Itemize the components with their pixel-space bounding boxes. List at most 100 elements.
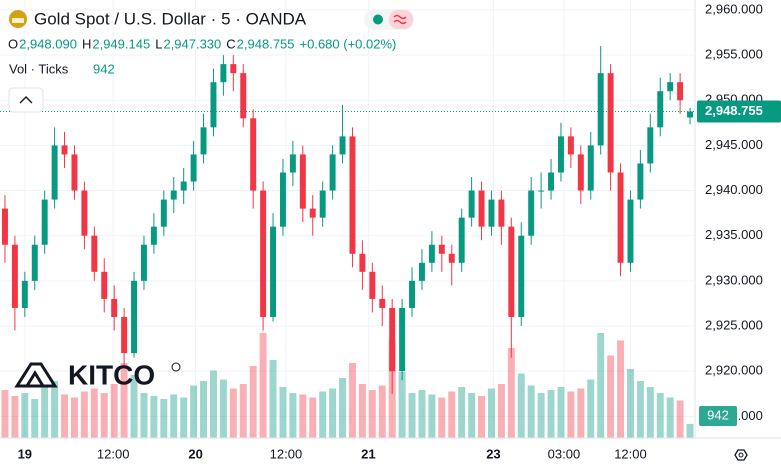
symbol-icon-bar	[12, 18, 24, 23]
volume-bar	[130, 375, 138, 438]
volume-bar	[547, 390, 555, 438]
candle-body	[498, 199, 505, 227]
volume-bar	[617, 340, 625, 438]
volume-bar	[656, 393, 664, 438]
volume-bar	[358, 384, 366, 438]
settings-dot	[738, 452, 744, 458]
candle-body	[418, 262, 425, 281]
candle-body	[180, 181, 187, 191]
volume-bar	[497, 384, 505, 438]
candle-body	[359, 253, 366, 272]
candle-body	[81, 190, 88, 236]
volume-tag	[699, 406, 737, 426]
candle-body	[71, 154, 78, 191]
y-tick-label: 2,935.000	[705, 227, 763, 242]
candle-body	[160, 199, 167, 227]
candle-body	[270, 226, 277, 317]
volume-bar	[239, 384, 247, 438]
candle-body	[508, 226, 515, 317]
candle-body	[528, 190, 535, 236]
x-tick-label: 19	[18, 446, 32, 461]
axes: 2,915.0002,920.0002,925.0002,930.0002,93…	[18, 1, 781, 461]
candle-body	[478, 190, 485, 227]
candle-body	[488, 199, 495, 227]
candle-body	[131, 280, 138, 354]
volume-bar	[90, 388, 98, 438]
volume-bar	[200, 381, 208, 438]
wave-icon	[393, 14, 407, 25]
candle-body	[260, 190, 267, 317]
candle-body	[51, 145, 58, 200]
candle-body	[677, 82, 684, 101]
volume-bar	[378, 385, 386, 438]
volume-bar	[666, 397, 674, 438]
ohlc-letter: C	[226, 36, 235, 51]
candle-body	[250, 118, 257, 191]
volume-bar	[51, 381, 59, 438]
y-tick-label: 2,930.000	[705, 272, 763, 287]
candle-body	[170, 190, 177, 200]
candle-body	[299, 154, 306, 209]
y-tick-label: 2,925.000	[705, 317, 763, 332]
volume-bar	[190, 385, 198, 438]
volume-bar	[1, 390, 9, 438]
ohlc-header: O 2,948.090 H 2,949.145 L 2,947.330 C 2,948.755…	[8, 36, 396, 51]
volume-bar	[41, 387, 49, 438]
volume-bar	[279, 387, 287, 438]
candle-body	[379, 298, 386, 308]
candle-body	[220, 64, 227, 83]
ohlc-letter: O	[8, 36, 18, 51]
candle-body	[468, 190, 475, 218]
candle-body	[349, 136, 356, 254]
candle-body	[31, 244, 38, 281]
change: +0.680 (+0.02%)	[300, 36, 397, 51]
volume-bar	[438, 397, 446, 438]
collapse-button[interactable]	[8, 87, 44, 113]
x-tick-label: 12:00	[97, 446, 130, 461]
volume-bar	[309, 397, 317, 438]
candle-body	[567, 136, 574, 155]
status-wave[interactable]	[389, 10, 413, 29]
candle-body	[190, 154, 197, 182]
candle-body	[230, 64, 237, 74]
volume-bar	[70, 397, 78, 438]
volume-bar	[398, 372, 406, 438]
volume-bar	[160, 399, 168, 438]
candle-body	[240, 73, 247, 119]
x-tick-label: 12:00	[270, 446, 303, 461]
candle-body	[647, 127, 654, 164]
volume-bar	[418, 390, 426, 438]
candle-body	[518, 235, 525, 317]
plot-layer	[0, 46, 695, 394]
candle-body	[91, 235, 98, 272]
ohlc-value: 2,948.090	[19, 36, 77, 51]
candle-body	[428, 244, 435, 263]
settings-icon[interactable]	[734, 449, 748, 461]
volume-bar	[299, 394, 307, 438]
volume-bar	[527, 385, 535, 438]
candle-body	[557, 136, 564, 173]
volume-bar	[110, 384, 118, 438]
volume-bar	[329, 388, 337, 438]
x-tick-label: 23	[486, 446, 500, 461]
candle-body	[389, 307, 396, 372]
volume-bar	[507, 348, 515, 438]
volume-bar	[557, 387, 565, 438]
volume-bar	[170, 394, 178, 438]
volume-bar	[636, 381, 644, 438]
volume-bar	[339, 378, 347, 438]
volume-bar	[348, 363, 356, 438]
volume-bar	[676, 400, 684, 438]
volume-bar	[368, 390, 376, 438]
watermark: KITCO	[68, 359, 155, 390]
candle-body	[289, 154, 296, 173]
candle-body	[448, 253, 455, 263]
volume-bar	[180, 397, 188, 438]
ohlc-letter: L	[155, 36, 162, 51]
volume-bar	[319, 391, 327, 438]
volume-bar	[140, 393, 148, 438]
grid	[0, 0, 695, 438]
volume-bar	[61, 394, 69, 438]
